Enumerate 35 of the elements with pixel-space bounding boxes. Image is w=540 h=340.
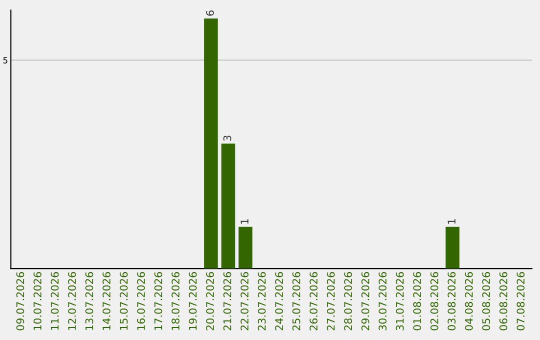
x-tick-label: 29.07.2026 [361,272,370,330]
x-tick-label: 11.07.2026 [50,272,59,330]
x-tick-label: 13.07.2026 [85,272,94,330]
x-tick-label: 14.07.2026 [102,272,110,330]
data-label: 6 [206,10,214,16]
x-tick-label: 31.07.2026 [396,272,404,330]
x-tick-label: 16.07.2026 [137,272,145,330]
data-label: 1 [448,219,456,224]
x-tick-label: 01.08.2026 [413,272,422,330]
x-tick-label: 18.07.2026 [172,272,180,330]
x-tick-label: 24.07.2026 [275,272,283,330]
data-label: 3 [223,136,232,141]
x-tick-label: 10.07.2026 [34,272,42,330]
y-tick-label: 5 [3,57,8,64]
x-tick-label: 17.07.2026 [154,272,162,330]
x-tick-label: 20.07.2026 [206,272,214,330]
x-tick-label: 06.08.2026 [499,272,508,330]
x-tick-label: 28.07.2026 [344,272,352,330]
x-tick-label: 25.07.2026 [292,272,300,330]
x-tick-label: 04.08.2026 [464,272,473,330]
data-label: 1 [240,219,248,224]
x-tick-label: 26.07.2026 [310,272,318,330]
x-tick-label: 12.07.2026 [68,272,76,330]
x-tick-label: 19.07.2026 [188,272,197,330]
x-tick-label: 23.07.2026 [258,272,266,330]
x-tick-label: 05.08.2026 [482,272,490,330]
x-tick-label: 27.07.2026 [326,272,335,330]
x-tick-label: 09.07.2026 [16,272,24,330]
x-tick-label: 15.07.2026 [120,272,128,330]
x-tick-label: 21.07.2026 [223,272,232,330]
x-tick-label: 03.08.2026 [448,272,456,330]
x-tick-label: 22.07.2026 [240,272,248,330]
x-tick-label: 07.08.2026 [516,272,525,330]
x-tick-label: 30.07.2026 [378,272,387,330]
x-tick-label: 02.08.2026 [430,272,438,330]
